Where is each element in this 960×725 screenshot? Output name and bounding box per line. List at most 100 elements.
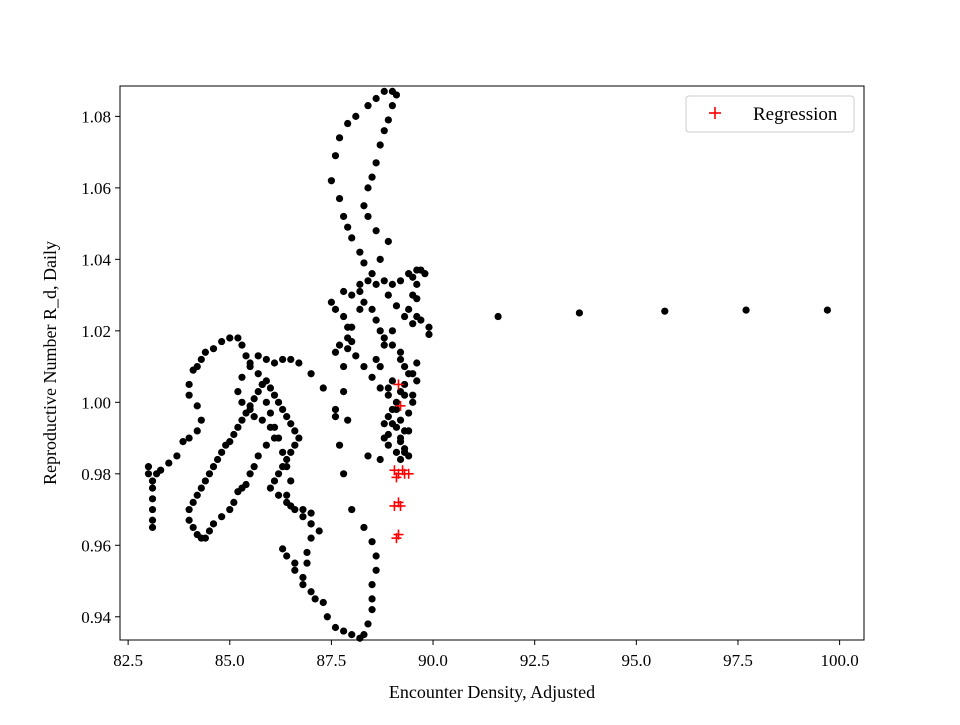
observation-point	[262, 355, 270, 364]
observation-point	[331, 305, 340, 313]
y-tick-label: 1.04	[81, 250, 111, 269]
observation-point	[218, 448, 226, 456]
observation-point	[388, 420, 396, 428]
observation-point	[226, 438, 234, 446]
observation-point	[270, 434, 279, 442]
observation-point	[226, 334, 234, 342]
observation-point	[197, 484, 205, 492]
observation-point	[396, 355, 405, 364]
legend: Regression	[685, 95, 855, 133]
observation-point	[262, 377, 270, 385]
observation-point	[307, 509, 315, 517]
observation-point	[360, 202, 368, 210]
observation-point	[283, 498, 291, 506]
y-tick-label: 1.00	[81, 393, 111, 412]
observation-point	[234, 387, 242, 396]
observation-point	[279, 405, 287, 414]
observation-point	[205, 527, 214, 535]
observation-point	[384, 430, 392, 439]
observation-point	[396, 348, 405, 356]
observation-point	[396, 455, 405, 464]
observation-point	[299, 581, 307, 589]
x-axis-label: Encounter Density, Adjusted	[389, 682, 595, 702]
observation-point	[279, 545, 287, 553]
observation-point	[173, 452, 181, 460]
observation-point	[348, 323, 356, 331]
observation-point	[201, 477, 209, 485]
observation-point	[148, 523, 157, 532]
observation-point	[661, 307, 669, 315]
observation-point	[331, 405, 340, 414]
observation-point	[319, 384, 327, 392]
observation-point	[376, 455, 384, 464]
observation-point	[392, 405, 401, 414]
observation-point	[283, 552, 291, 560]
observation-point	[368, 373, 376, 381]
observation-point	[352, 352, 360, 360]
observation-point	[205, 470, 214, 478]
observation-point	[340, 387, 348, 396]
y-tick-label: 1.06	[81, 179, 111, 198]
observation-point	[392, 302, 401, 310]
observation-point	[266, 384, 275, 392]
observation-point	[274, 491, 283, 499]
observation-point	[295, 434, 303, 442]
observation-point	[368, 173, 376, 181]
observation-point	[246, 362, 254, 371]
observation-point	[368, 538, 376, 546]
observation-point	[368, 581, 376, 589]
observation-point	[254, 452, 262, 460]
observation-point	[344, 334, 352, 342]
observation-point	[388, 87, 396, 95]
y-tick-label: 0.96	[81, 536, 111, 555]
observation-point	[238, 341, 246, 349]
observation-point	[368, 606, 376, 614]
regression-point	[391, 472, 402, 483]
observation-point	[372, 159, 380, 167]
regression-point	[395, 400, 406, 411]
x-tick-label: 92.5	[520, 651, 550, 670]
observation-point	[148, 495, 157, 503]
observation-point	[340, 287, 348, 296]
observation-point	[185, 434, 193, 442]
y-axis-ticks: 0.94 0.96 0.98 1.00 1.02 1.04 1.06 1.08	[81, 107, 120, 627]
observation-point	[384, 384, 392, 392]
x-axis-ticks: 82.5 85.0 87.5 90.0 92.5 95.0 97.5 100.0	[113, 640, 859, 670]
observation-point	[425, 330, 433, 339]
observation-point	[157, 466, 165, 474]
observation-point	[250, 395, 258, 403]
y-tick-label: 0.98	[81, 465, 111, 484]
legend-box	[685, 95, 855, 133]
observation-point	[262, 441, 270, 449]
observation-point	[258, 416, 266, 424]
observation-point	[364, 277, 372, 285]
observation-point	[179, 438, 187, 446]
observation-point	[380, 127, 388, 135]
observation-point	[291, 427, 299, 435]
observation-point	[368, 595, 376, 603]
observation-point	[384, 441, 392, 449]
observation-point	[185, 505, 193, 514]
observation-point	[287, 420, 295, 428]
x-tick-label: 95.0	[621, 651, 651, 670]
observation-point	[242, 409, 250, 417]
observation-point	[193, 530, 201, 539]
observation-point	[148, 505, 157, 514]
observation-point	[270, 477, 279, 485]
observation-point	[323, 613, 331, 621]
observation-point	[364, 452, 372, 460]
observation-point	[185, 380, 193, 389]
observation-point	[392, 398, 401, 406]
observation-point	[409, 391, 417, 399]
regression-point	[393, 379, 404, 390]
observation-point	[400, 427, 409, 435]
observation-point	[376, 327, 384, 335]
regression-point	[395, 500, 406, 511]
observation-point	[360, 259, 368, 267]
observation-point	[144, 470, 153, 478]
y-tick-label: 1.08	[81, 107, 111, 126]
observation-point	[360, 523, 368, 532]
observation-point	[197, 355, 205, 364]
observation-point	[376, 362, 384, 371]
observation-point	[417, 316, 425, 324]
